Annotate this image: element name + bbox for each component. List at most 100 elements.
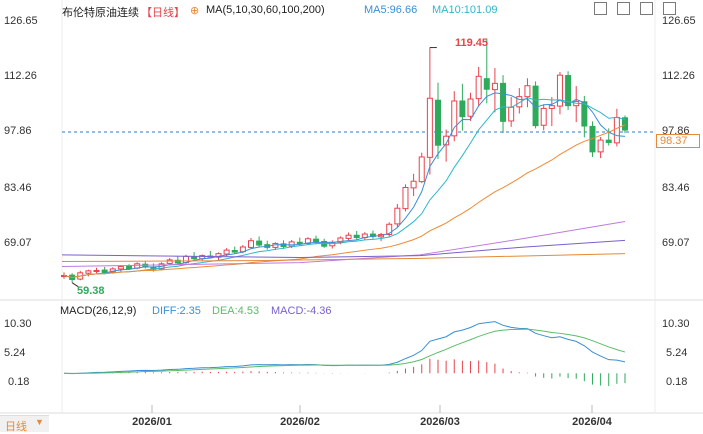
macd-tick: 0.18 [8, 376, 30, 388]
ma-settings-label[interactable]: MA(5,10,30,60,100,200) [206, 4, 325, 16]
price-tick: 83.46 [662, 182, 690, 194]
candle-body [296, 241, 303, 244]
macd-diff: DIFF:2.35 [152, 305, 201, 317]
macd-tick: 10.30 [662, 318, 690, 330]
ma5-line [63, 92, 626, 279]
price-tick: 126.65 [662, 15, 696, 27]
candle-body [483, 78, 490, 90]
low-marker [71, 282, 79, 288]
ma30-line [63, 124, 626, 279]
candle-body [605, 139, 612, 143]
macd-tick: 5.24 [4, 347, 26, 359]
settings-icon[interactable]: ⊕ [190, 5, 200, 17]
period-button[interactable]: 日线 ▼ [0, 415, 49, 433]
candle-body [256, 240, 263, 246]
candle-body [215, 253, 222, 258]
price-tick: 126.65 [4, 15, 38, 27]
candle-body [459, 100, 466, 118]
candle-body [418, 156, 425, 183]
candle-body [622, 117, 628, 131]
candle-body [93, 269, 100, 272]
chart-header: 布伦特原油连续 【日线】 ⊕ MA(5,10,30,60,100,200) MA… [0, 0, 703, 20]
candle-body [248, 240, 254, 248]
price-tick: 83.46 [4, 182, 32, 194]
macd-settings[interactable]: MACD(26,12,9) [60, 305, 137, 317]
candle-body [223, 249, 230, 255]
price-tick: 97.86 [4, 125, 32, 137]
instrument-title: 布伦特原油连续 [62, 7, 139, 19]
candle-body [467, 98, 474, 117]
macd-tick: 5.24 [666, 347, 688, 359]
candle-body [280, 243, 287, 248]
candle-body [126, 265, 133, 270]
candle-body [540, 107, 547, 126]
date-tick: 2026/02 [280, 416, 320, 428]
ma5-value: MA5:96.66 [364, 4, 418, 16]
candle-body [353, 234, 360, 239]
candle-body [548, 105, 555, 109]
candle-body [313, 238, 320, 243]
ma10-value: MA10:101.09 [432, 4, 498, 16]
dea-line [63, 328, 626, 374]
candle-body [500, 82, 507, 122]
macd-value: MACD:-4.36 [271, 305, 332, 317]
period-button-label: 日线 [5, 421, 27, 433]
candle-body [597, 139, 604, 153]
price-tick: 69.07 [662, 237, 690, 249]
ma200-line [61, 253, 626, 262]
candle-body [337, 237, 344, 243]
candle-body [426, 97, 433, 158]
candle-body [435, 99, 441, 146]
candle-body [475, 75, 482, 100]
price-tick: 69.07 [4, 237, 32, 249]
date-tick: 2026/03 [420, 416, 460, 428]
macd-tick: 0.18 [666, 376, 688, 388]
candle-body [231, 250, 238, 253]
macd-tick: 10.30 [4, 318, 32, 330]
candle-body [516, 96, 523, 108]
candle-body [565, 75, 572, 107]
last-price-badge: 98.37 [656, 134, 700, 148]
indicator-icon[interactable] [640, 2, 653, 15]
date-tick: 2026/04 [572, 416, 612, 428]
ma60-line [61, 221, 626, 268]
last-price: 98.37 [660, 135, 688, 147]
candle-body [410, 180, 417, 189]
candle-body [386, 223, 393, 235]
candle-body [402, 186, 409, 210]
candle-body [532, 85, 539, 127]
candle-body [581, 101, 588, 127]
candle-body [443, 135, 450, 146]
ma10-line [63, 97, 626, 279]
candle-type-icon[interactable] [617, 2, 630, 15]
candle-body [304, 238, 311, 244]
candle-body [85, 270, 92, 274]
candle-body [117, 266, 124, 270]
candle-body [166, 259, 173, 264]
candle-body [556, 74, 563, 107]
candle-body [394, 207, 401, 225]
candle-body [613, 116, 620, 144]
candle-body [174, 259, 181, 264]
candle-body [451, 100, 458, 137]
candle-body [191, 256, 198, 260]
candle-body [491, 82, 498, 91]
candle-body [345, 234, 352, 239]
candle-body [524, 85, 531, 98]
candle-body [288, 241, 295, 247]
high-price-label: 119.45 [455, 37, 489, 49]
low-price-label: 59.38 [77, 285, 105, 297]
price-tick: 112.26 [4, 70, 37, 82]
date-tick: 2026/01 [132, 416, 172, 428]
fullscreen-icon[interactable] [663, 2, 676, 15]
grid-icon[interactable] [594, 2, 607, 15]
candle-body [101, 269, 108, 273]
ma100-line [61, 239, 626, 259]
diff-line [63, 321, 626, 375]
price-tick: 112.26 [662, 70, 695, 82]
candle-body [508, 106, 515, 122]
macd-dea: DEA:4.53 [212, 305, 260, 317]
period-tag[interactable]: 【日线】 [141, 7, 185, 19]
chevron-down-icon: ▼ [35, 417, 44, 427]
